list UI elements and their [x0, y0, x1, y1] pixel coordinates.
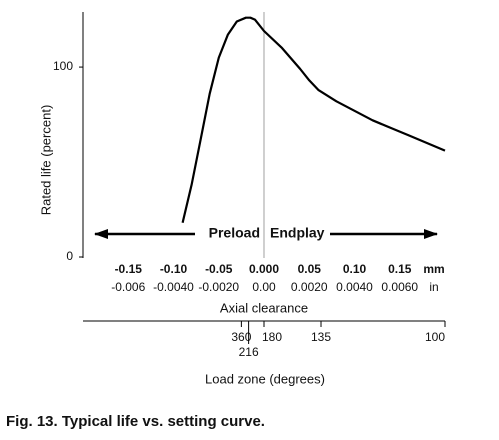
x-axis-label: Axial clearance [220, 300, 308, 315]
y-axis-label: Rated life (percent) [38, 105, 53, 216]
annotation: Preload [209, 225, 260, 241]
x-tick-label: -0.05 [205, 262, 233, 276]
x-tick-label: -0.10 [160, 262, 188, 276]
load-zone-label: Load zone (degrees) [205, 371, 325, 386]
x2-unit: in [429, 280, 438, 294]
x2-tick-label: -0.0040 [153, 280, 194, 294]
x-tick-label: 0.05 [298, 262, 322, 276]
x2-tick-label: 0.0040 [336, 280, 373, 294]
chart-title: Fig. 13. Typical life vs. setting curve. [6, 413, 265, 430]
load-zone-tick-label: 100 [425, 330, 445, 344]
x-tick-label: 0.10 [343, 262, 367, 276]
x2-tick-label: 0.0020 [291, 280, 328, 294]
x-tick-label: 0.000 [249, 262, 279, 276]
y-tick-label: 100 [53, 59, 73, 73]
load-zone-tick-label: 180 [262, 330, 282, 344]
load-zone-tick-label: 135 [311, 330, 331, 344]
x-unit: mm [423, 262, 444, 276]
x2-tick-label: -0.006 [111, 280, 145, 294]
load-zone-tick-label: 360 [231, 330, 251, 344]
load-zone-tick-label: 216 [239, 345, 259, 359]
y-tick-label: 0 [66, 249, 73, 263]
x-tick-label: 0.15 [388, 262, 412, 276]
annotation: Endplay [270, 225, 325, 241]
x-tick-label: -0.15 [115, 262, 143, 276]
x2-tick-label: -0.0020 [198, 280, 239, 294]
x2-tick-label: 0.0060 [381, 280, 418, 294]
x2-tick-label: 0.00 [252, 280, 276, 294]
life-curve [181, 16, 446, 224]
